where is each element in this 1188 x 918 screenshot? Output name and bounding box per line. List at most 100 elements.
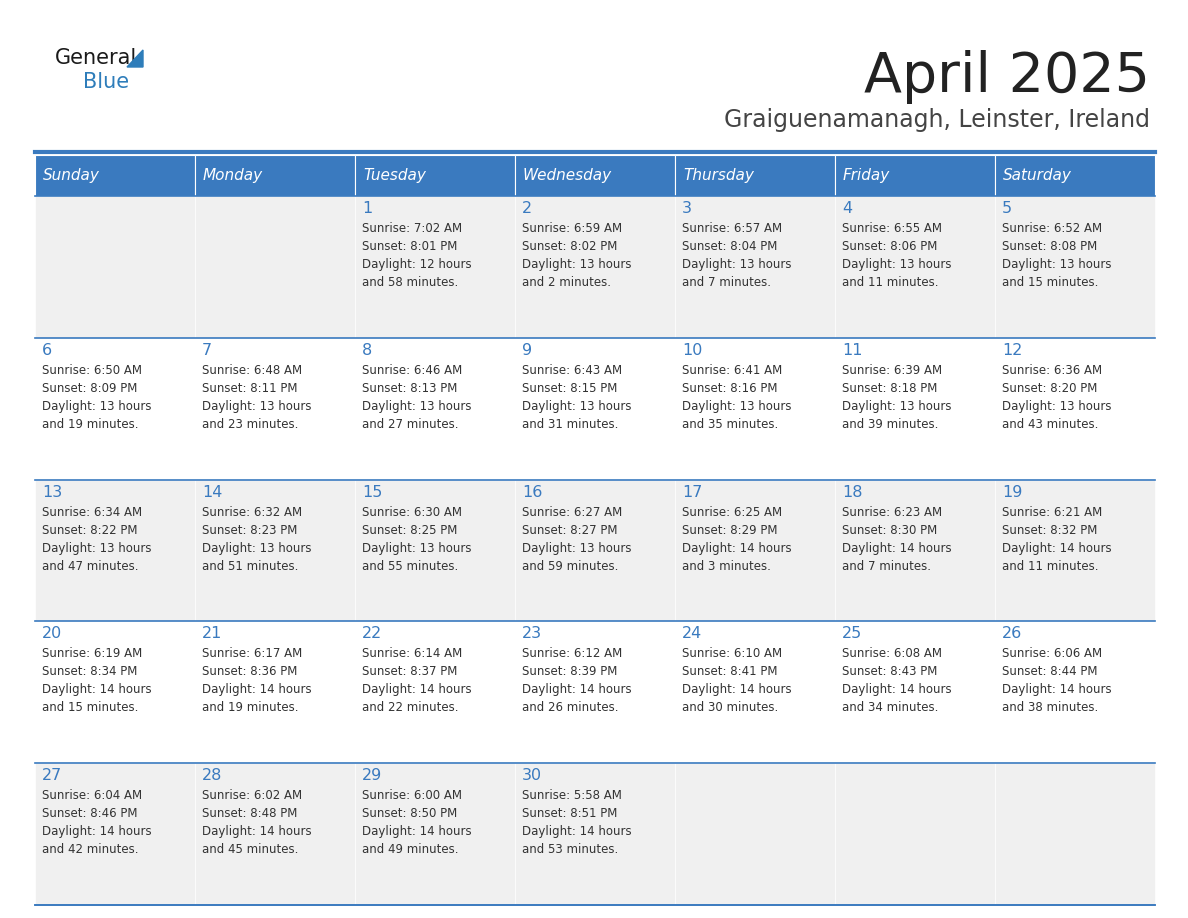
Bar bbox=[675, 479, 835, 621]
Text: Sunrise: 6:30 AM
Sunset: 8:25 PM
Daylight: 13 hours
and 55 minutes.: Sunrise: 6:30 AM Sunset: 8:25 PM Dayligh… bbox=[362, 506, 472, 573]
Text: Friday: Friday bbox=[843, 168, 890, 183]
Text: 14: 14 bbox=[202, 485, 222, 499]
Text: General: General bbox=[55, 48, 138, 68]
Bar bbox=[516, 763, 675, 905]
Bar bbox=[835, 196, 996, 338]
Bar bbox=[996, 763, 1155, 905]
Bar bbox=[835, 621, 996, 763]
Bar bbox=[195, 338, 355, 479]
Bar bbox=[675, 338, 835, 479]
Bar bbox=[195, 763, 355, 905]
Text: Sunrise: 6:59 AM
Sunset: 8:02 PM
Daylight: 13 hours
and 2 minutes.: Sunrise: 6:59 AM Sunset: 8:02 PM Dayligh… bbox=[522, 222, 632, 289]
Text: 9: 9 bbox=[522, 342, 532, 358]
Text: Thursday: Thursday bbox=[683, 168, 754, 183]
Bar bbox=[516, 196, 675, 338]
Text: 26: 26 bbox=[1001, 626, 1022, 642]
Text: Sunrise: 6:04 AM
Sunset: 8:46 PM
Daylight: 14 hours
and 42 minutes.: Sunrise: 6:04 AM Sunset: 8:46 PM Dayligh… bbox=[42, 789, 152, 856]
Text: 13: 13 bbox=[42, 485, 62, 499]
Text: Sunrise: 6:27 AM
Sunset: 8:27 PM
Daylight: 13 hours
and 59 minutes.: Sunrise: 6:27 AM Sunset: 8:27 PM Dayligh… bbox=[522, 506, 632, 573]
Bar bbox=[996, 479, 1155, 621]
Text: Wednesday: Wednesday bbox=[523, 168, 612, 183]
Bar bbox=[835, 763, 996, 905]
Text: Sunrise: 6:50 AM
Sunset: 8:09 PM
Daylight: 13 hours
and 19 minutes.: Sunrise: 6:50 AM Sunset: 8:09 PM Dayligh… bbox=[42, 364, 152, 431]
Text: 24: 24 bbox=[682, 626, 702, 642]
Text: 17: 17 bbox=[682, 485, 702, 499]
Bar bbox=[34, 621, 195, 763]
Text: 4: 4 bbox=[842, 201, 852, 216]
Bar bbox=[195, 621, 355, 763]
Text: Saturday: Saturday bbox=[1003, 168, 1072, 183]
Bar bbox=[675, 196, 835, 338]
Text: 3: 3 bbox=[682, 201, 691, 216]
Text: Sunrise: 6:08 AM
Sunset: 8:43 PM
Daylight: 14 hours
and 34 minutes.: Sunrise: 6:08 AM Sunset: 8:43 PM Dayligh… bbox=[842, 647, 952, 714]
Text: 22: 22 bbox=[362, 626, 383, 642]
Text: Sunrise: 6:00 AM
Sunset: 8:50 PM
Daylight: 14 hours
and 49 minutes.: Sunrise: 6:00 AM Sunset: 8:50 PM Dayligh… bbox=[362, 789, 472, 856]
Text: Sunrise: 6:02 AM
Sunset: 8:48 PM
Daylight: 14 hours
and 45 minutes.: Sunrise: 6:02 AM Sunset: 8:48 PM Dayligh… bbox=[202, 789, 311, 856]
Text: 2: 2 bbox=[522, 201, 532, 216]
Bar bbox=[34, 196, 195, 338]
Polygon shape bbox=[127, 50, 143, 67]
Text: Sunrise: 6:19 AM
Sunset: 8:34 PM
Daylight: 14 hours
and 15 minutes.: Sunrise: 6:19 AM Sunset: 8:34 PM Dayligh… bbox=[42, 647, 152, 714]
Text: 6: 6 bbox=[42, 342, 52, 358]
Bar bbox=[675, 155, 835, 196]
Text: Sunday: Sunday bbox=[43, 168, 100, 183]
Bar bbox=[195, 155, 355, 196]
Text: 20: 20 bbox=[42, 626, 62, 642]
Text: 1: 1 bbox=[362, 201, 372, 216]
Text: Sunrise: 6:36 AM
Sunset: 8:20 PM
Daylight: 13 hours
and 43 minutes.: Sunrise: 6:36 AM Sunset: 8:20 PM Dayligh… bbox=[1001, 364, 1112, 431]
Bar bbox=[516, 621, 675, 763]
Text: Sunrise: 6:43 AM
Sunset: 8:15 PM
Daylight: 13 hours
and 31 minutes.: Sunrise: 6:43 AM Sunset: 8:15 PM Dayligh… bbox=[522, 364, 632, 431]
Text: Sunrise: 6:06 AM
Sunset: 8:44 PM
Daylight: 14 hours
and 38 minutes.: Sunrise: 6:06 AM Sunset: 8:44 PM Dayligh… bbox=[1001, 647, 1112, 714]
Text: Sunrise: 6:46 AM
Sunset: 8:13 PM
Daylight: 13 hours
and 27 minutes.: Sunrise: 6:46 AM Sunset: 8:13 PM Dayligh… bbox=[362, 364, 472, 431]
Bar bbox=[996, 621, 1155, 763]
Bar bbox=[996, 196, 1155, 338]
Text: 23: 23 bbox=[522, 626, 542, 642]
Bar bbox=[675, 763, 835, 905]
Bar bbox=[835, 479, 996, 621]
Text: Sunrise: 6:34 AM
Sunset: 8:22 PM
Daylight: 13 hours
and 47 minutes.: Sunrise: 6:34 AM Sunset: 8:22 PM Dayligh… bbox=[42, 506, 152, 573]
Text: 21: 21 bbox=[202, 626, 222, 642]
Bar bbox=[34, 479, 195, 621]
Bar bbox=[996, 155, 1155, 196]
Text: 11: 11 bbox=[842, 342, 862, 358]
Text: 19: 19 bbox=[1001, 485, 1023, 499]
Text: Sunrise: 6:57 AM
Sunset: 8:04 PM
Daylight: 13 hours
and 7 minutes.: Sunrise: 6:57 AM Sunset: 8:04 PM Dayligh… bbox=[682, 222, 791, 289]
Text: Graiguenamanagh, Leinster, Ireland: Graiguenamanagh, Leinster, Ireland bbox=[723, 108, 1150, 132]
Text: 30: 30 bbox=[522, 768, 542, 783]
Text: 15: 15 bbox=[362, 485, 383, 499]
Text: 10: 10 bbox=[682, 342, 702, 358]
Bar bbox=[835, 338, 996, 479]
Text: Sunrise: 5:58 AM
Sunset: 8:51 PM
Daylight: 14 hours
and 53 minutes.: Sunrise: 5:58 AM Sunset: 8:51 PM Dayligh… bbox=[522, 789, 632, 856]
Text: 25: 25 bbox=[842, 626, 862, 642]
Bar bbox=[195, 196, 355, 338]
Text: Blue: Blue bbox=[83, 72, 129, 92]
Text: Sunrise: 6:39 AM
Sunset: 8:18 PM
Daylight: 13 hours
and 39 minutes.: Sunrise: 6:39 AM Sunset: 8:18 PM Dayligh… bbox=[842, 364, 952, 431]
Text: Sunrise: 6:14 AM
Sunset: 8:37 PM
Daylight: 14 hours
and 22 minutes.: Sunrise: 6:14 AM Sunset: 8:37 PM Dayligh… bbox=[362, 647, 472, 714]
Text: Sunrise: 6:23 AM
Sunset: 8:30 PM
Daylight: 14 hours
and 7 minutes.: Sunrise: 6:23 AM Sunset: 8:30 PM Dayligh… bbox=[842, 506, 952, 573]
Text: Sunrise: 6:21 AM
Sunset: 8:32 PM
Daylight: 14 hours
and 11 minutes.: Sunrise: 6:21 AM Sunset: 8:32 PM Dayligh… bbox=[1001, 506, 1112, 573]
Bar bbox=[355, 621, 516, 763]
Bar bbox=[355, 763, 516, 905]
Text: Tuesday: Tuesday bbox=[364, 168, 425, 183]
Text: Sunrise: 6:17 AM
Sunset: 8:36 PM
Daylight: 14 hours
and 19 minutes.: Sunrise: 6:17 AM Sunset: 8:36 PM Dayligh… bbox=[202, 647, 311, 714]
Text: Sunrise: 7:02 AM
Sunset: 8:01 PM
Daylight: 12 hours
and 58 minutes.: Sunrise: 7:02 AM Sunset: 8:01 PM Dayligh… bbox=[362, 222, 472, 289]
Text: 16: 16 bbox=[522, 485, 543, 499]
Text: 29: 29 bbox=[362, 768, 383, 783]
Text: Sunrise: 6:12 AM
Sunset: 8:39 PM
Daylight: 14 hours
and 26 minutes.: Sunrise: 6:12 AM Sunset: 8:39 PM Dayligh… bbox=[522, 647, 632, 714]
Text: Sunrise: 6:41 AM
Sunset: 8:16 PM
Daylight: 13 hours
and 35 minutes.: Sunrise: 6:41 AM Sunset: 8:16 PM Dayligh… bbox=[682, 364, 791, 431]
Text: Sunrise: 6:52 AM
Sunset: 8:08 PM
Daylight: 13 hours
and 15 minutes.: Sunrise: 6:52 AM Sunset: 8:08 PM Dayligh… bbox=[1001, 222, 1112, 289]
Text: 5: 5 bbox=[1001, 201, 1012, 216]
Text: Sunrise: 6:25 AM
Sunset: 8:29 PM
Daylight: 14 hours
and 3 minutes.: Sunrise: 6:25 AM Sunset: 8:29 PM Dayligh… bbox=[682, 506, 791, 573]
Text: Monday: Monday bbox=[203, 168, 263, 183]
Bar bbox=[675, 621, 835, 763]
Bar bbox=[996, 338, 1155, 479]
Bar bbox=[355, 155, 516, 196]
Bar bbox=[516, 479, 675, 621]
Text: Sunrise: 6:55 AM
Sunset: 8:06 PM
Daylight: 13 hours
and 11 minutes.: Sunrise: 6:55 AM Sunset: 8:06 PM Dayligh… bbox=[842, 222, 952, 289]
Bar bbox=[835, 155, 996, 196]
Text: 28: 28 bbox=[202, 768, 222, 783]
Bar bbox=[355, 479, 516, 621]
Bar bbox=[516, 338, 675, 479]
Bar bbox=[195, 479, 355, 621]
Text: 18: 18 bbox=[842, 485, 862, 499]
